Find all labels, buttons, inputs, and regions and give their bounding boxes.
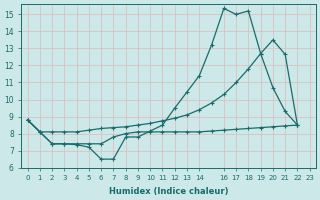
X-axis label: Humidex (Indice chaleur): Humidex (Indice chaleur)	[109, 187, 228, 196]
